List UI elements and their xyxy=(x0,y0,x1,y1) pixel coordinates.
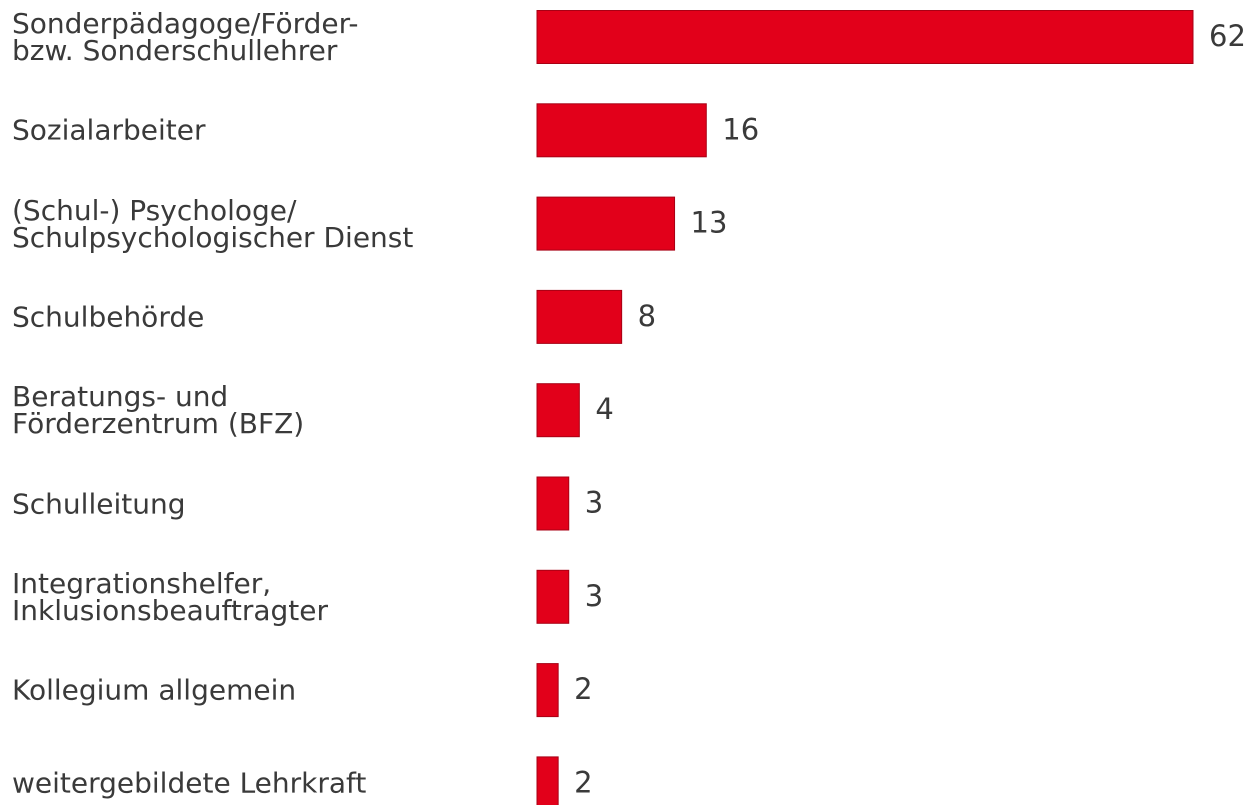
category-label: Integrationshelfer, Inklusionsbeauftragt… xyxy=(12,566,328,627)
bar xyxy=(536,569,570,624)
category-label: Beratungs- und Förderzentrum (BFZ) xyxy=(12,380,305,441)
bar xyxy=(536,196,676,251)
category-label: Schulleitung xyxy=(12,487,186,520)
value-label: 3 xyxy=(585,486,603,520)
bar xyxy=(536,476,570,531)
value-label: 3 xyxy=(585,579,603,613)
category-label: Kollegium allgemein xyxy=(12,673,297,707)
value-label: 8 xyxy=(638,299,656,333)
value-label: 4 xyxy=(595,392,613,426)
category-label: weitergebildete Lehrkraft xyxy=(12,766,367,800)
bar xyxy=(536,289,623,344)
category-label: Sozialarbeiter xyxy=(12,113,206,147)
value-label: 2 xyxy=(574,765,592,799)
bar xyxy=(536,10,1194,64)
value-label: 16 xyxy=(722,112,759,146)
category-label: Sonderpädagoge/Förder- bzw. Sonderschull… xyxy=(12,7,359,67)
bar xyxy=(536,663,559,718)
value-label: 2 xyxy=(574,672,592,706)
bar xyxy=(536,383,580,438)
category-label: Schulbehörde xyxy=(12,300,205,334)
bar xyxy=(536,756,559,805)
category-label: (Schul-) Psychologe/ Schulpsychologische… xyxy=(12,193,414,254)
value-label: 13 xyxy=(691,206,728,240)
bar xyxy=(536,103,707,158)
value-label: 62 xyxy=(1209,19,1246,53)
